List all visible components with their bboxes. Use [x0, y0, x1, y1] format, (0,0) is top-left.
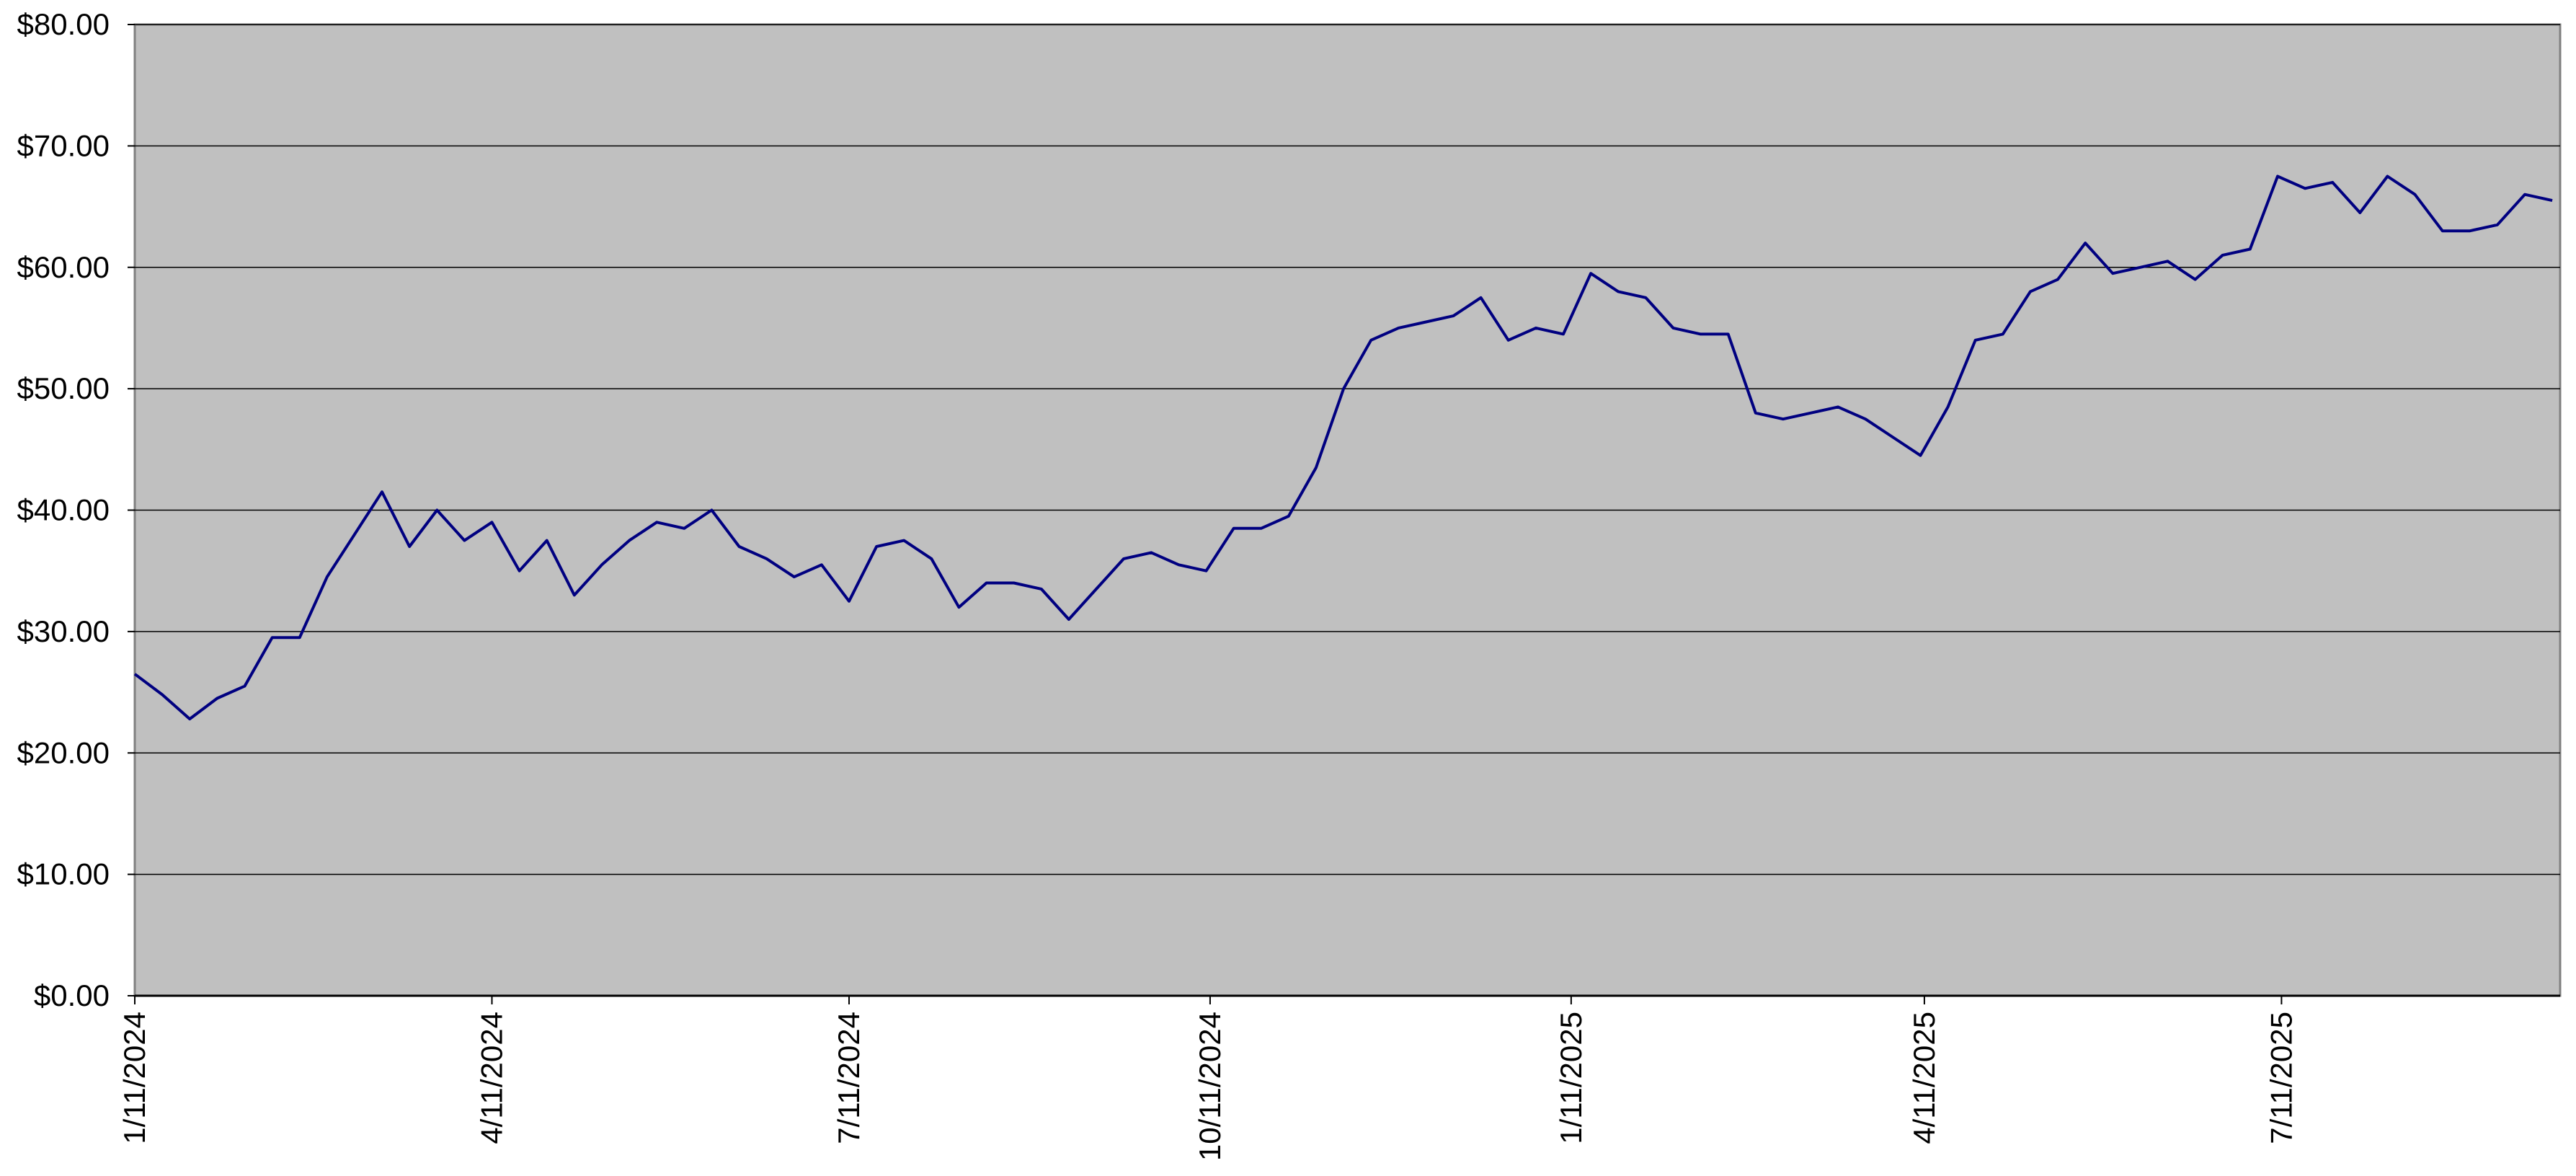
x-tick-label: 1/11/2025 — [1554, 1012, 1588, 1144]
y-tick-label: $50.00 — [17, 371, 110, 405]
y-tick-label: $20.00 — [17, 735, 110, 769]
y-tick-label: $70.00 — [17, 128, 110, 162]
price-line — [133, 174, 2553, 721]
x-tick-label: 1/11/2024 — [117, 1012, 151, 1144]
y-tick-label: $40.00 — [17, 493, 110, 527]
y-tick-label: $30.00 — [17, 614, 110, 648]
x-tick-label: 7/11/2024 — [832, 1012, 866, 1144]
x-tick-label: 10/11/2024 — [1193, 1012, 1227, 1161]
y-tick-label: $0.00 — [34, 978, 110, 1012]
x-tick-label: 7/11/2025 — [2264, 1012, 2298, 1144]
y-tick-label: $10.00 — [17, 857, 110, 891]
x-tick-label: 4/11/2025 — [1907, 1012, 1941, 1144]
y-tick-label: $60.00 — [17, 250, 110, 284]
y-tick-label: $80.00 — [17, 7, 110, 41]
x-tick-label: 4/11/2024 — [474, 1012, 508, 1144]
